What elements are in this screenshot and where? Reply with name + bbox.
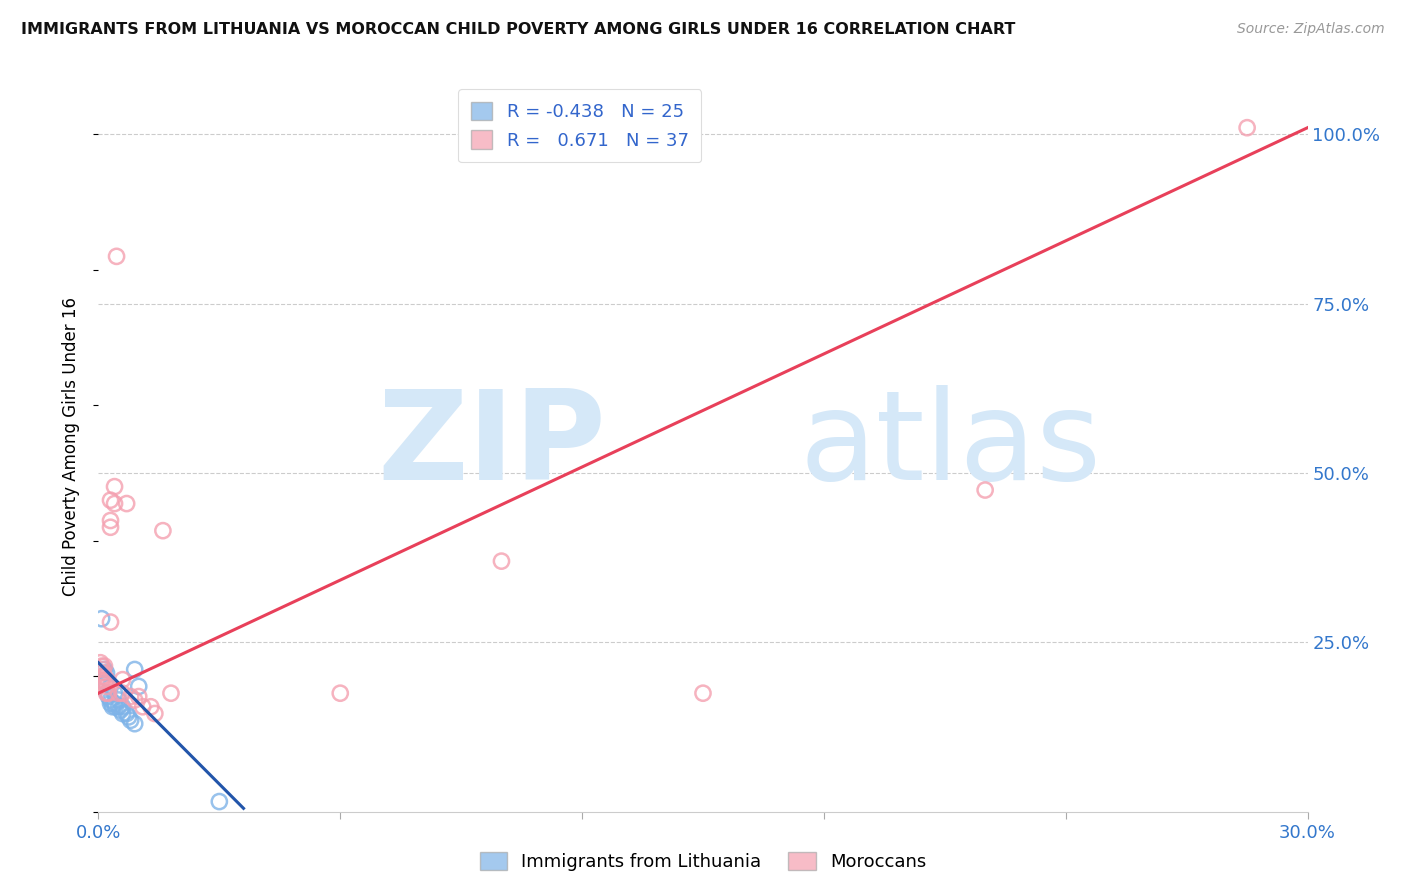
Point: [329, 686, 352, 700]
Legend: R = -0.438   N = 25, R =   0.671   N = 37: R = -0.438 N = 25, R = 0.671 N = 37: [458, 89, 702, 162]
Text: atlas: atlas: [800, 385, 1102, 507]
Point: [111, 686, 134, 700]
Point: [100, 693, 122, 707]
Point: [93, 663, 115, 677]
Point: [90, 612, 112, 626]
Point: [124, 663, 146, 677]
Point: [103, 497, 125, 511]
Point: [93, 669, 115, 683]
Point: [103, 697, 125, 711]
Point: [91, 673, 114, 687]
Point: [104, 699, 127, 714]
Point: [107, 699, 129, 714]
Point: [120, 714, 142, 728]
Point: [152, 524, 174, 538]
Point: [132, 699, 155, 714]
Point: [208, 795, 231, 809]
Point: [111, 706, 134, 721]
Point: [96, 686, 118, 700]
Point: [91, 669, 114, 683]
Point: [143, 706, 166, 721]
Point: [115, 497, 138, 511]
Text: IMMIGRANTS FROM LITHUANIA VS MOROCCAN CHILD POVERTY AMONG GIRLS UNDER 16 CORRELA: IMMIGRANTS FROM LITHUANIA VS MOROCCAN CH…: [21, 22, 1015, 37]
Point: [100, 520, 122, 534]
Point: [110, 703, 132, 717]
Point: [160, 686, 183, 700]
Point: [124, 693, 146, 707]
Point: [100, 493, 122, 508]
Point: [974, 483, 997, 497]
Point: [97, 690, 120, 704]
Point: [91, 663, 114, 677]
Point: [96, 680, 118, 694]
Point: [91, 676, 114, 690]
Point: [118, 710, 141, 724]
Point: [101, 699, 124, 714]
Point: [692, 686, 714, 700]
Point: [1236, 120, 1258, 135]
Point: [111, 699, 134, 714]
Point: [107, 693, 129, 707]
Y-axis label: Child Poverty Among Girls Under 16: Child Poverty Among Girls Under 16: [62, 296, 80, 596]
Point: [89, 656, 111, 670]
Point: [93, 659, 115, 673]
Point: [128, 680, 150, 694]
Point: [90, 659, 112, 673]
Point: [96, 665, 118, 680]
Point: [107, 686, 129, 700]
Point: [124, 716, 146, 731]
Point: [94, 676, 117, 690]
Point: [100, 514, 122, 528]
Point: [139, 699, 162, 714]
Point: [96, 686, 118, 700]
Point: [491, 554, 513, 568]
Point: [100, 697, 122, 711]
Point: [97, 686, 120, 700]
Text: ZIP: ZIP: [378, 385, 606, 507]
Legend: Immigrants from Lithuania, Moroccans: Immigrants from Lithuania, Moroccans: [472, 845, 934, 879]
Point: [115, 706, 138, 721]
Point: [96, 673, 118, 687]
Point: [128, 690, 150, 704]
Point: [120, 690, 142, 704]
Text: Source: ZipAtlas.com: Source: ZipAtlas.com: [1237, 22, 1385, 37]
Point: [105, 249, 128, 263]
Point: [100, 680, 122, 694]
Point: [103, 686, 125, 700]
Point: [103, 480, 125, 494]
Point: [100, 615, 122, 629]
Point: [91, 665, 114, 680]
Point: [111, 673, 134, 687]
